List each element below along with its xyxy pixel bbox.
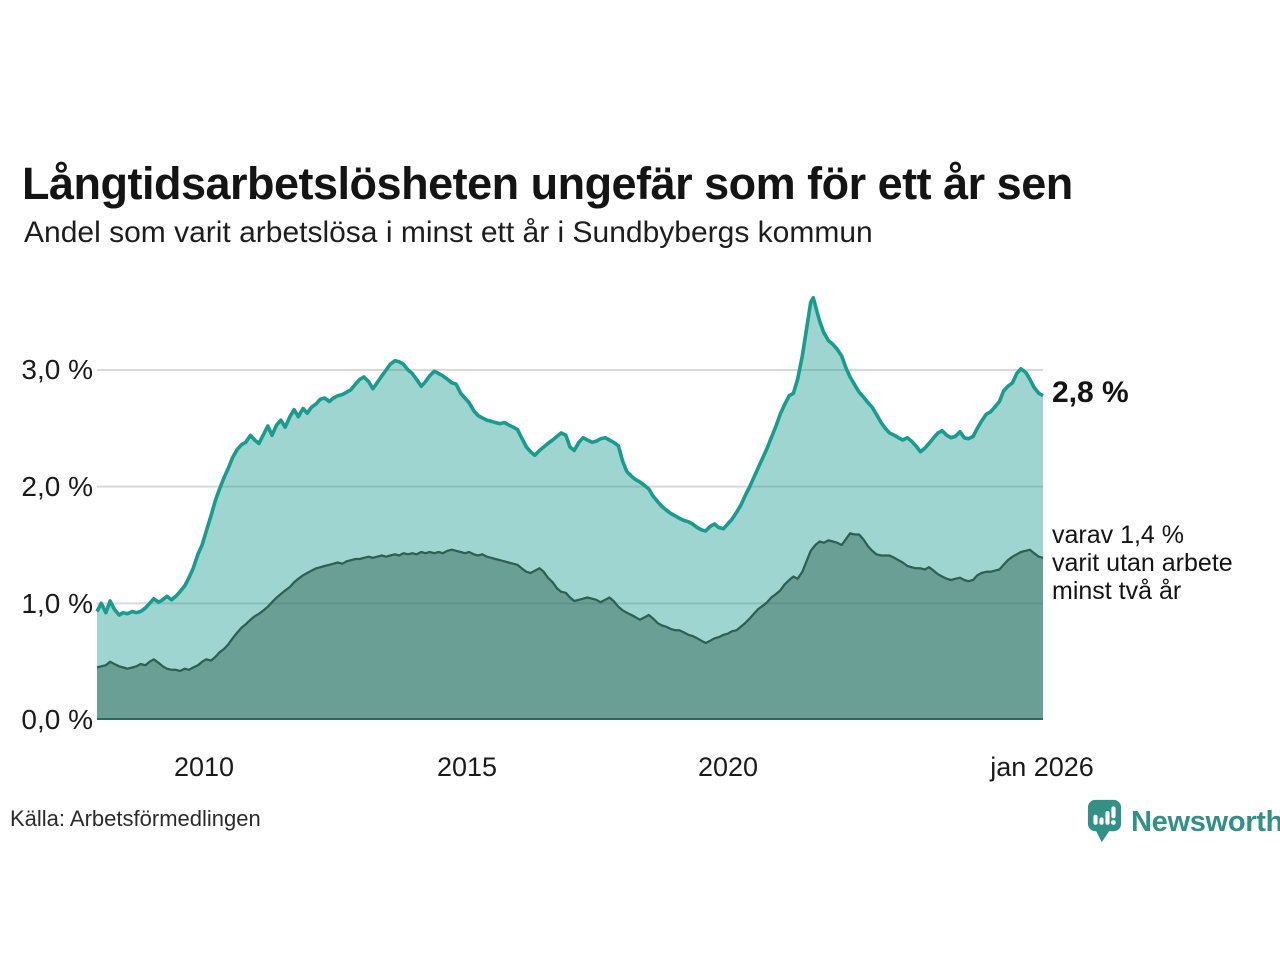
line-unemployed-one-year [95,295,1044,617]
gridlines [97,369,1043,605]
source-note: Källa: Arbetsförmedlingen [10,806,261,831]
line-unemployed-two-years [96,532,1044,673]
area-unemployed-two-years [97,533,1043,720]
annotation-latest-two-years: varav 1,4 % varit utan arbete minst två … [1052,521,1233,605]
y-tick-2: 2,0 % [21,471,93,502]
page-subtitle: Andel som varit arbetslösa i minst ett å… [24,216,873,249]
x-tick-2010: 2010 [173,752,235,782]
x-tick-2015: 2015 [436,752,498,782]
x-tick-2020: 2020 [697,752,759,782]
annotation-latest-total: 2,8 % [1052,376,1129,409]
y-tick-0: 0,0 % [21,704,93,735]
newsworthy-pin-icon [1086,799,1123,845]
y-tick-1: 1,0 % [21,588,93,619]
y-tick-3: 3,0 % [21,354,93,385]
area-unemployed-one-year [97,297,1043,720]
newsworthy-logo: Newsworthy [1086,799,1280,845]
page-title: Långtidsarbetslösheten ungefär som för e… [22,158,1073,210]
newsworthy-logo-text: Newsworthy [1131,805,1280,838]
x-tick-jan-2026: jan 2026 [990,752,1094,782]
